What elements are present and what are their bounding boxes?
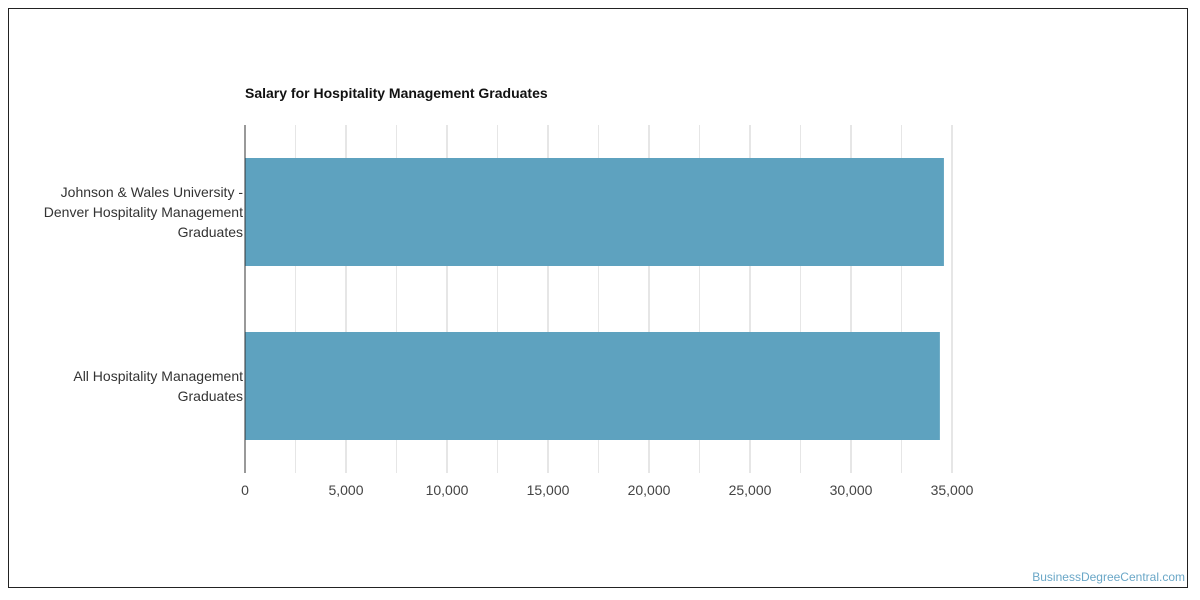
watermark[interactable]: BusinessDegreeCentral.com [1032, 570, 1185, 584]
x-tick-label: 30,000 [830, 482, 873, 498]
x-tick-label: 5,000 [328, 482, 363, 498]
category-label: All Hospitality Management Graduates [73, 368, 243, 404]
tick-layer: 0 5,000 10,000 15,000 20,000 25,000 30,000 35,0… [241, 482, 974, 498]
category-label: Johnson & Wales University - Denver Hosp… [43, 184, 243, 240]
x-tick-label: 20,000 [628, 482, 671, 498]
chart-title: Salary for Hospitality Management Gradua… [245, 85, 548, 101]
bar[interactable] [245, 158, 944, 266]
x-tick-label: 0 [241, 482, 249, 498]
bar-layer [245, 158, 944, 440]
x-tick-label: 35,000 [931, 482, 974, 498]
x-tick-label: 15,000 [527, 482, 570, 498]
bar[interactable] [245, 332, 940, 440]
x-tick-label: 10,000 [426, 482, 469, 498]
x-tick-label: 25,000 [729, 482, 772, 498]
